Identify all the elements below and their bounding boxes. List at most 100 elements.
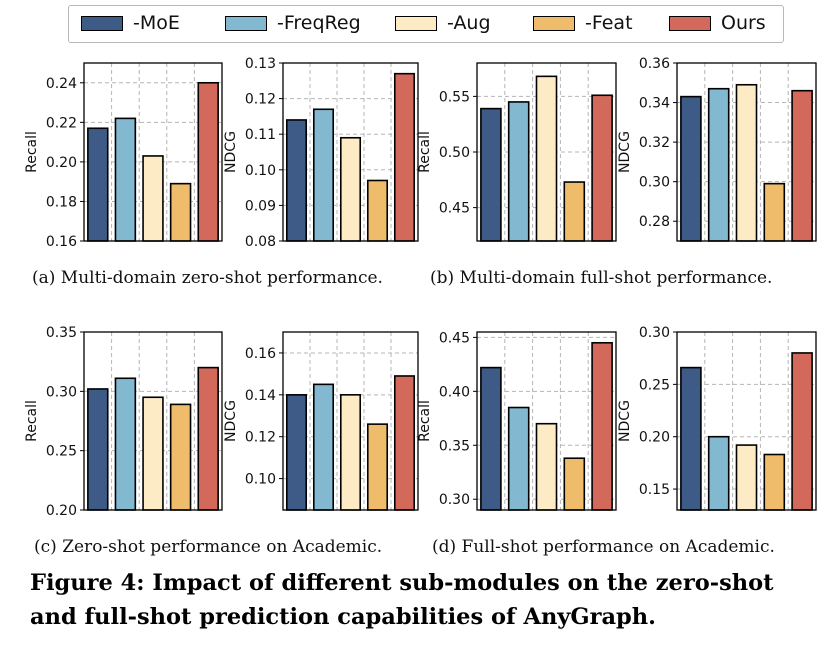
y-tick-label: 0.20 (46, 503, 77, 519)
y-axis-label: NDCG (617, 400, 633, 442)
y-tick-label: 0.13 (245, 56, 276, 72)
y-tick-label: 0.45 (439, 330, 470, 346)
chart-b-recall: 0.45 0.50 0.55 Recall (417, 62, 617, 242)
plot-frame (282, 331, 419, 511)
y-tick-label: 0.30 (46, 384, 77, 400)
bar-feat (169, 182, 192, 242)
plot-frame (83, 331, 223, 511)
y-tick-label: 0.15 (639, 482, 670, 498)
y-tick-label: 0.30 (639, 175, 670, 191)
legend-swatch-moe (81, 16, 123, 31)
y-tick-label: 0.28 (639, 214, 670, 230)
y-axis-label: Recall (417, 131, 433, 173)
bar-feat (169, 403, 192, 511)
y-axis-label: NDCG (223, 400, 239, 442)
y-tick-label: 0.32 (639, 135, 670, 151)
bar-feat (763, 453, 786, 511)
figure-caption-line2: and full-shot prediction capabilities of… (30, 604, 656, 630)
bar-freqreg (507, 101, 530, 242)
plot-frame (676, 331, 817, 511)
bar-freqreg (707, 435, 730, 511)
legend-label-ours: Ours (721, 12, 766, 34)
legend: -MoE -FreqReg -Aug -Feat Ours (68, 5, 784, 43)
bar-moe (680, 95, 702, 242)
chart-b-ndcg: 0.28 0.30 0.32 0.34 0.36 NDCG (617, 56, 817, 242)
bar-aug (735, 444, 758, 511)
chart-d-recall: 0.30 0.35 0.40 0.45 Recall (417, 330, 617, 511)
y-axis-label: Recall (24, 400, 40, 442)
bar-freqreg (312, 383, 335, 511)
y-tick-label: 0.14 (245, 388, 276, 404)
subcaption-d: (d) Full-shot performance on Academic. (432, 537, 775, 557)
bar-freqreg (312, 108, 335, 242)
subcaption-c: (c) Zero-shot performance on Academic. (34, 537, 383, 557)
bar-ours (591, 341, 613, 511)
legend-label-aug: -Aug (447, 12, 491, 34)
plot-frame (476, 331, 617, 511)
y-tick-label: 0.30 (439, 492, 470, 508)
chart-a-ndcg: 0.08 0.09 0.10 0.11 0.12 0.13 NDCG (223, 56, 419, 250)
y-axis-label: NDCG (223, 131, 239, 173)
y-tick-label: 0.16 (46, 234, 77, 250)
bar-freqreg (707, 87, 730, 242)
legend-label-moe: -MoE (133, 12, 180, 34)
y-tick-label: 0.22 (46, 115, 77, 131)
subcaption-a: (a) Multi-domain zero-shot performance. (32, 268, 383, 288)
legend-swatch-aug (395, 16, 437, 31)
y-tick-label: 0.20 (639, 430, 670, 446)
y-tick-label: 0.16 (245, 346, 276, 362)
chart-c-ndcg: 0.10 0.12 0.14 0.16 NDCG (223, 331, 419, 511)
bar-moe (87, 127, 109, 242)
bar-freqreg (507, 406, 530, 511)
chart-a-recall: 0.16 0.18 0.20 0.22 0.24 Recall (24, 62, 223, 250)
figure-caption-line1: Figure 4: Impact of different sub-module… (30, 570, 774, 596)
y-tick-label: 0.12 (245, 92, 276, 108)
chart-c-recall: 0.20 0.25 0.30 0.35 Recall (24, 325, 223, 519)
y-axis-label: Recall (24, 131, 40, 173)
bar-aug (339, 394, 362, 511)
bar-feat (563, 457, 586, 511)
bar-moe (87, 388, 109, 511)
bar-feat (563, 181, 586, 242)
legend-swatch-ours (669, 16, 711, 31)
bar-ours (393, 375, 416, 511)
bar-aug (142, 155, 164, 242)
legend-label-freqreg: -FreqReg (277, 12, 361, 34)
bar-moe (285, 119, 308, 242)
y-tick-label: 0.10 (245, 163, 276, 179)
subcaption-b: (b) Multi-domain full-shot performance. (430, 268, 773, 288)
legend-label-feat: -Feat (585, 12, 633, 34)
plot-frame (282, 62, 419, 242)
bar-ours (197, 81, 219, 242)
bar-freqreg (114, 377, 137, 511)
y-tick-label: 0.25 (46, 444, 77, 460)
plot-frame (676, 62, 817, 242)
y-tick-label: 0.34 (639, 96, 670, 112)
y-tick-label: 0.25 (639, 377, 670, 393)
y-tick-label: 0.55 (439, 89, 470, 105)
bar-ours (197, 366, 219, 511)
y-tick-label: 0.50 (439, 145, 470, 161)
bar-aug (535, 75, 558, 242)
chart-d-ndcg: 0.15 0.20 0.25 0.30 NDCG (617, 325, 817, 511)
bar-aug (339, 136, 362, 242)
bar-aug (142, 396, 164, 511)
y-axis-label: Recall (417, 400, 433, 442)
bar-moe (680, 366, 702, 511)
y-tick-label: 0.18 (46, 194, 77, 210)
y-axis-label: NDCG (617, 131, 633, 173)
bar-freqreg (114, 117, 137, 242)
bar-moe (480, 107, 502, 242)
y-tick-label: 0.10 (245, 472, 276, 488)
bar-aug (535, 422, 558, 511)
y-tick-label: 0.24 (46, 76, 77, 92)
bar-ours (393, 72, 416, 242)
y-tick-label: 0.36 (639, 56, 670, 72)
y-tick-label: 0.11 (245, 127, 276, 143)
bar-feat (763, 182, 786, 242)
plot-frame (476, 62, 617, 242)
y-tick-label: 0.45 (439, 201, 470, 217)
y-tick-label: 0.08 (245, 234, 276, 250)
bar-moe (285, 394, 308, 511)
